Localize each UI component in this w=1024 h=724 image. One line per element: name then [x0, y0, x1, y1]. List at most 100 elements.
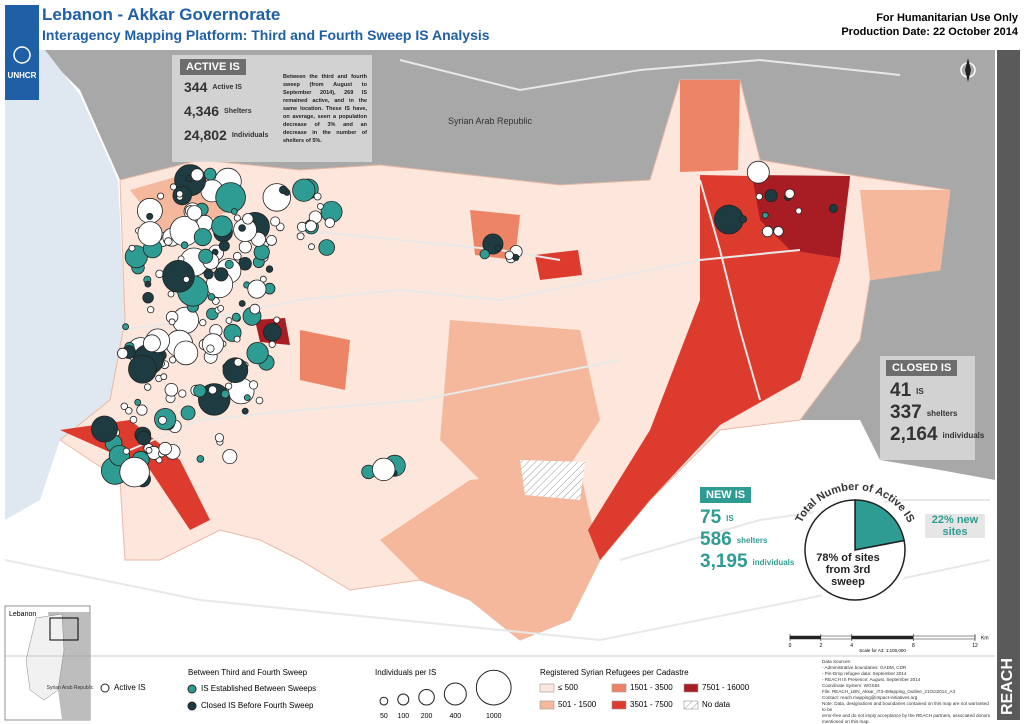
box-title: CLOSED IS	[886, 360, 958, 376]
is-site	[214, 267, 229, 282]
is-site	[270, 216, 281, 227]
is-site	[225, 382, 233, 390]
is-site	[233, 335, 241, 343]
stat-row: 2,164 individuals	[890, 424, 984, 446]
data-sources: Data Sources: - Administrative boundaries…	[822, 659, 992, 724]
is-site	[134, 398, 142, 406]
is-site	[273, 316, 281, 324]
size-symbol	[418, 688, 435, 706]
legend-label: IS Established Between Sweeps	[201, 684, 316, 693]
cadastre	[440, 320, 600, 500]
brand: REACH	[999, 658, 1016, 715]
stat-label: IS	[726, 513, 734, 523]
is-site	[242, 213, 254, 225]
scale-segment	[820, 635, 852, 640]
is-site	[173, 340, 199, 366]
is-site	[222, 449, 238, 465]
is-site	[773, 226, 784, 237]
is-site	[828, 203, 838, 213]
is-site	[795, 207, 803, 215]
is-site	[168, 318, 176, 326]
is-site	[224, 259, 234, 269]
stat-row: 344 Active IS	[184, 79, 284, 95]
notice: For Humanitarian Use Only	[876, 12, 1018, 24]
legend-title: Between Third and Fourth Sweep	[188, 668, 308, 677]
scale-label: 8	[912, 643, 915, 649]
class-swatch	[611, 683, 627, 693]
cadastre	[860, 190, 950, 280]
legend-title: Individuals per IS	[375, 668, 436, 677]
is-site	[206, 344, 215, 353]
stats: 41 IS 337 shelters 2,164 individuals	[890, 380, 984, 446]
pie-label: 22% new sites	[925, 514, 985, 538]
pie-label: 78% of sites from 3rd sweep	[816, 552, 880, 588]
size-symbol	[475, 669, 512, 706]
cadastre	[535, 250, 582, 280]
is-site	[233, 251, 242, 261]
stat-label: individuals	[942, 430, 985, 440]
description: Between the third and fourth sweep (from…	[283, 74, 367, 144]
class-label: No data	[702, 700, 731, 709]
stats: 75 IS 586 shelters 3,195 individuals	[700, 507, 794, 573]
source-line: error-free and do not imply acceptance b…	[822, 713, 991, 718]
is-site	[157, 192, 165, 200]
is-site	[190, 168, 204, 182]
is-site	[155, 269, 164, 279]
is-site	[207, 293, 216, 301]
is-site	[128, 354, 157, 384]
is-site	[494, 244, 502, 252]
is-site	[193, 384, 207, 398]
is-site	[225, 317, 233, 324]
is-site	[193, 228, 212, 247]
logo-icon	[13, 46, 31, 64]
is-site	[316, 202, 324, 210]
logo-text: UNHCR	[8, 71, 37, 80]
is-site	[308, 243, 315, 251]
is-site	[91, 415, 118, 443]
title: Lebanon - Akkar Governorate	[42, 5, 281, 24]
is-site	[164, 382, 179, 397]
source-line: - Pin-Drop refugee data: September 2014	[822, 671, 907, 676]
is-site	[761, 225, 774, 238]
legend: Active IS Between Third and Fourth Sweep…	[100, 668, 750, 720]
source-line: - Administrative boundaries: GADM, CDR	[822, 665, 907, 670]
is-site	[292, 178, 316, 202]
cadastre	[300, 330, 350, 390]
stats: 344 Active IS 4,346 Shelters 24,802 Individua…	[184, 79, 284, 151]
is-site	[203, 269, 214, 280]
is-site	[137, 221, 163, 247]
production-date: Production Date: 22 October 2014	[841, 26, 1018, 38]
is-site	[125, 407, 133, 415]
is-site	[144, 280, 152, 288]
new-is-box: NEW IS 75 IS 586 shelters 3,195 individuals	[700, 485, 794, 585]
is-site	[238, 300, 246, 307]
stat-value: 586	[700, 529, 732, 550]
is-site	[266, 234, 277, 246]
sea	[5, 50, 125, 520]
is-site	[164, 237, 173, 246]
scale-segment	[851, 635, 914, 640]
is-site	[318, 239, 336, 256]
is-site	[263, 322, 282, 342]
size-label: 1000	[486, 713, 502, 720]
is-site	[504, 250, 514, 260]
source-line: File: REACH_LBN_Akkar_IT3-4Mapping_Outli…	[822, 689, 956, 694]
is-site	[214, 433, 224, 443]
is-site	[246, 341, 269, 365]
source-line: Coordinate System: WGS84	[822, 683, 880, 688]
size-symbol	[443, 682, 467, 706]
legend-label: Closed IS Before Fourth Sweep	[201, 701, 314, 710]
is-site	[764, 189, 778, 203]
is-site	[196, 455, 205, 463]
stat-row: 586 shelters	[700, 529, 794, 551]
north-arrow	[960, 58, 976, 82]
is-site	[176, 190, 184, 198]
stat-row: 24,802 Individuals	[184, 127, 284, 143]
legend-symbol	[187, 701, 197, 711]
is-site	[714, 204, 744, 235]
scale-segment	[913, 635, 976, 640]
is-site	[253, 244, 270, 261]
is-site	[784, 188, 795, 199]
is-site	[208, 385, 218, 395]
